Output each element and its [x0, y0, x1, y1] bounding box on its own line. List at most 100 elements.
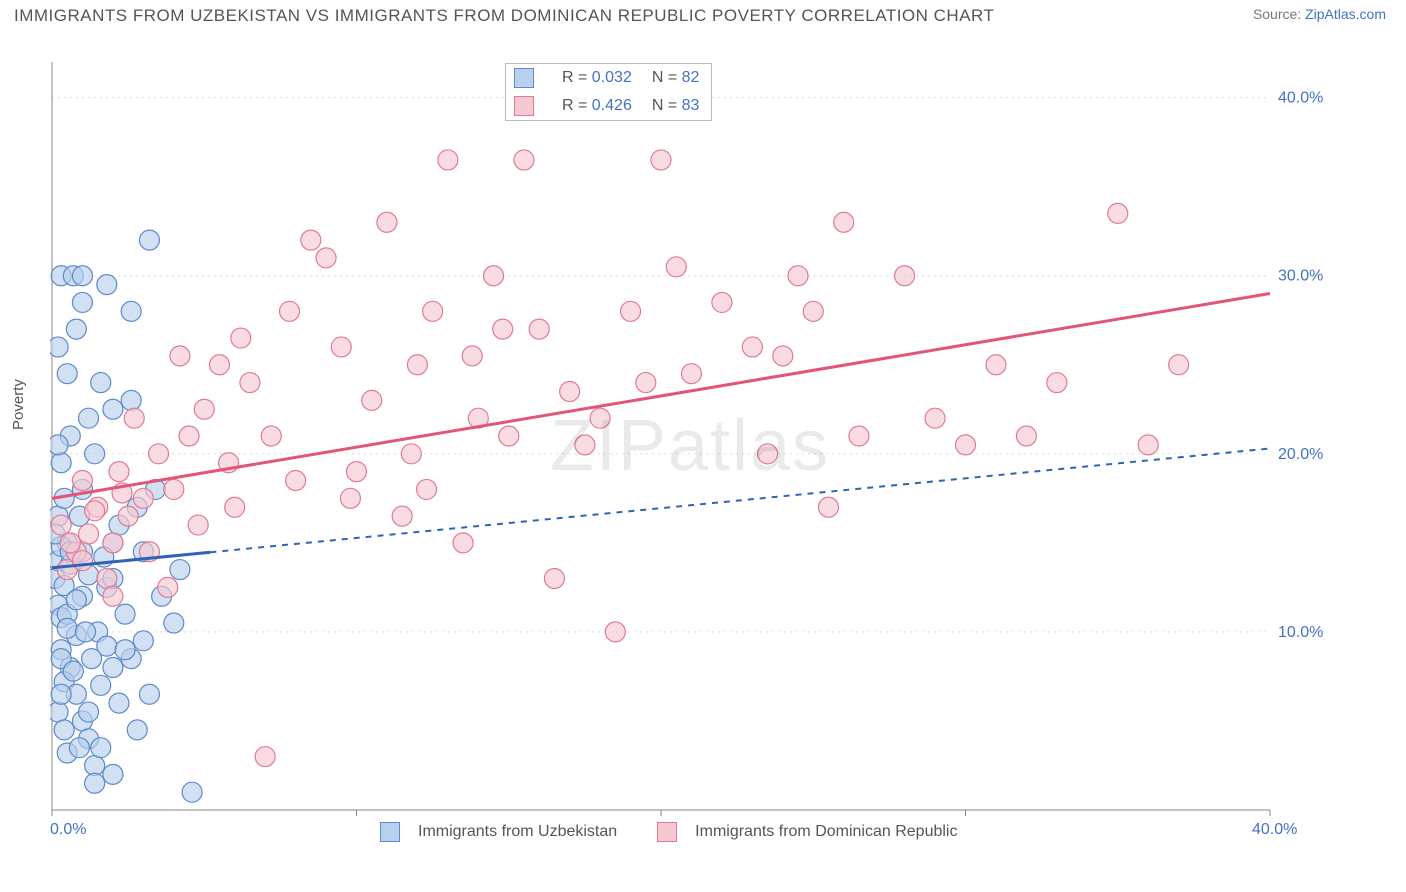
data-point: [164, 613, 184, 633]
chart-svg: 10.0%20.0%30.0%40.0%0.0%40.0%: [50, 60, 1330, 840]
data-point: [182, 782, 202, 802]
data-point: [103, 586, 123, 606]
legend-r-value: 0.426: [592, 97, 632, 114]
data-point: [438, 150, 458, 170]
legend-n-value: 83: [682, 97, 700, 114]
chart-plot-area: 10.0%20.0%30.0%40.0%0.0%40.0% ZIPatlas R…: [50, 60, 1330, 840]
data-point: [82, 649, 102, 669]
data-point: [79, 408, 99, 428]
data-point: [1169, 355, 1189, 375]
data-point: [103, 764, 123, 784]
data-point: [758, 444, 778, 464]
data-point: [681, 364, 701, 384]
data-point: [121, 301, 141, 321]
data-point: [651, 150, 671, 170]
legend-swatch: [514, 96, 534, 116]
data-point: [529, 319, 549, 339]
data-point: [57, 364, 77, 384]
data-point: [75, 622, 95, 642]
data-point: [63, 661, 83, 681]
data-point: [453, 533, 473, 553]
y-axis-label: Poverty: [10, 379, 27, 430]
data-point: [188, 515, 208, 535]
source-attribution: Source: ZipAtlas.com: [1253, 6, 1386, 22]
source-prefix: Source:: [1253, 6, 1305, 22]
data-point: [109, 693, 129, 713]
legend-r-label: R =: [562, 97, 587, 114]
legend-swatch: [514, 68, 534, 88]
legend-series-item: Immigrants from Uzbekistan: [380, 822, 617, 842]
data-point: [788, 266, 808, 286]
data-point: [712, 292, 732, 312]
data-point: [225, 497, 245, 517]
data-point: [164, 479, 184, 499]
ytick-label: 10.0%: [1278, 624, 1323, 641]
data-point: [362, 390, 382, 410]
data-point: [401, 444, 421, 464]
legend-n-label: N =: [652, 97, 677, 114]
data-point: [91, 373, 111, 393]
data-point: [499, 426, 519, 446]
data-point: [834, 212, 854, 232]
legend-n-label: N =: [652, 69, 677, 86]
ytick-label: 40.0%: [1278, 90, 1323, 107]
xtick-label: 40.0%: [1252, 821, 1297, 838]
data-point: [423, 301, 443, 321]
data-point: [170, 346, 190, 366]
data-point: [773, 346, 793, 366]
data-point: [85, 444, 105, 464]
data-point: [121, 390, 141, 410]
data-point: [66, 590, 86, 610]
data-point: [986, 355, 1006, 375]
data-point: [392, 506, 412, 526]
legend-swatch: [380, 822, 400, 842]
data-point: [803, 301, 823, 321]
data-point: [560, 381, 580, 401]
data-point: [127, 720, 147, 740]
data-point: [50, 435, 68, 455]
legend-series-item: Immigrants from Dominican Republic: [657, 822, 957, 842]
legend-series-label: Immigrants from Uzbekistan: [418, 823, 617, 841]
data-point: [97, 275, 117, 295]
xtick-label: 0.0%: [50, 821, 86, 838]
data-point: [115, 640, 135, 660]
data-point: [956, 435, 976, 455]
data-point: [255, 747, 275, 767]
data-point: [85, 755, 105, 775]
data-point: [66, 319, 86, 339]
data-point: [575, 435, 595, 455]
data-point: [139, 684, 159, 704]
data-point: [240, 373, 260, 393]
data-point: [69, 738, 89, 758]
data-point: [261, 426, 281, 446]
source-link[interactable]: ZipAtlas.com: [1305, 6, 1386, 22]
data-point: [316, 248, 336, 268]
data-point: [377, 212, 397, 232]
data-point: [1047, 373, 1067, 393]
data-point: [605, 622, 625, 642]
ytick-label: 30.0%: [1278, 268, 1323, 285]
data-point: [85, 501, 105, 521]
data-point: [115, 604, 135, 624]
data-point: [590, 408, 610, 428]
data-point: [280, 301, 300, 321]
data-point: [51, 453, 71, 473]
data-point: [209, 355, 229, 375]
legend-series-label: Immigrants from Dominican Republic: [695, 823, 957, 841]
data-point: [91, 738, 111, 758]
legend-series: Immigrants from Uzbekistan Immigrants fro…: [380, 822, 957, 842]
data-point: [60, 533, 80, 553]
data-point: [331, 337, 351, 357]
data-point: [179, 426, 199, 446]
data-point: [51, 515, 71, 535]
header: IMMIGRANTS FROM UZBEKISTAN VS IMMIGRANTS…: [0, 0, 1406, 26]
data-point: [170, 560, 190, 580]
data-point: [85, 773, 105, 793]
legend-n-value: 82: [682, 69, 700, 86]
data-point: [103, 533, 123, 553]
data-point: [462, 346, 482, 366]
data-point: [1138, 435, 1158, 455]
legend-r-value: 0.032: [592, 69, 632, 86]
data-point: [484, 266, 504, 286]
data-point: [301, 230, 321, 250]
